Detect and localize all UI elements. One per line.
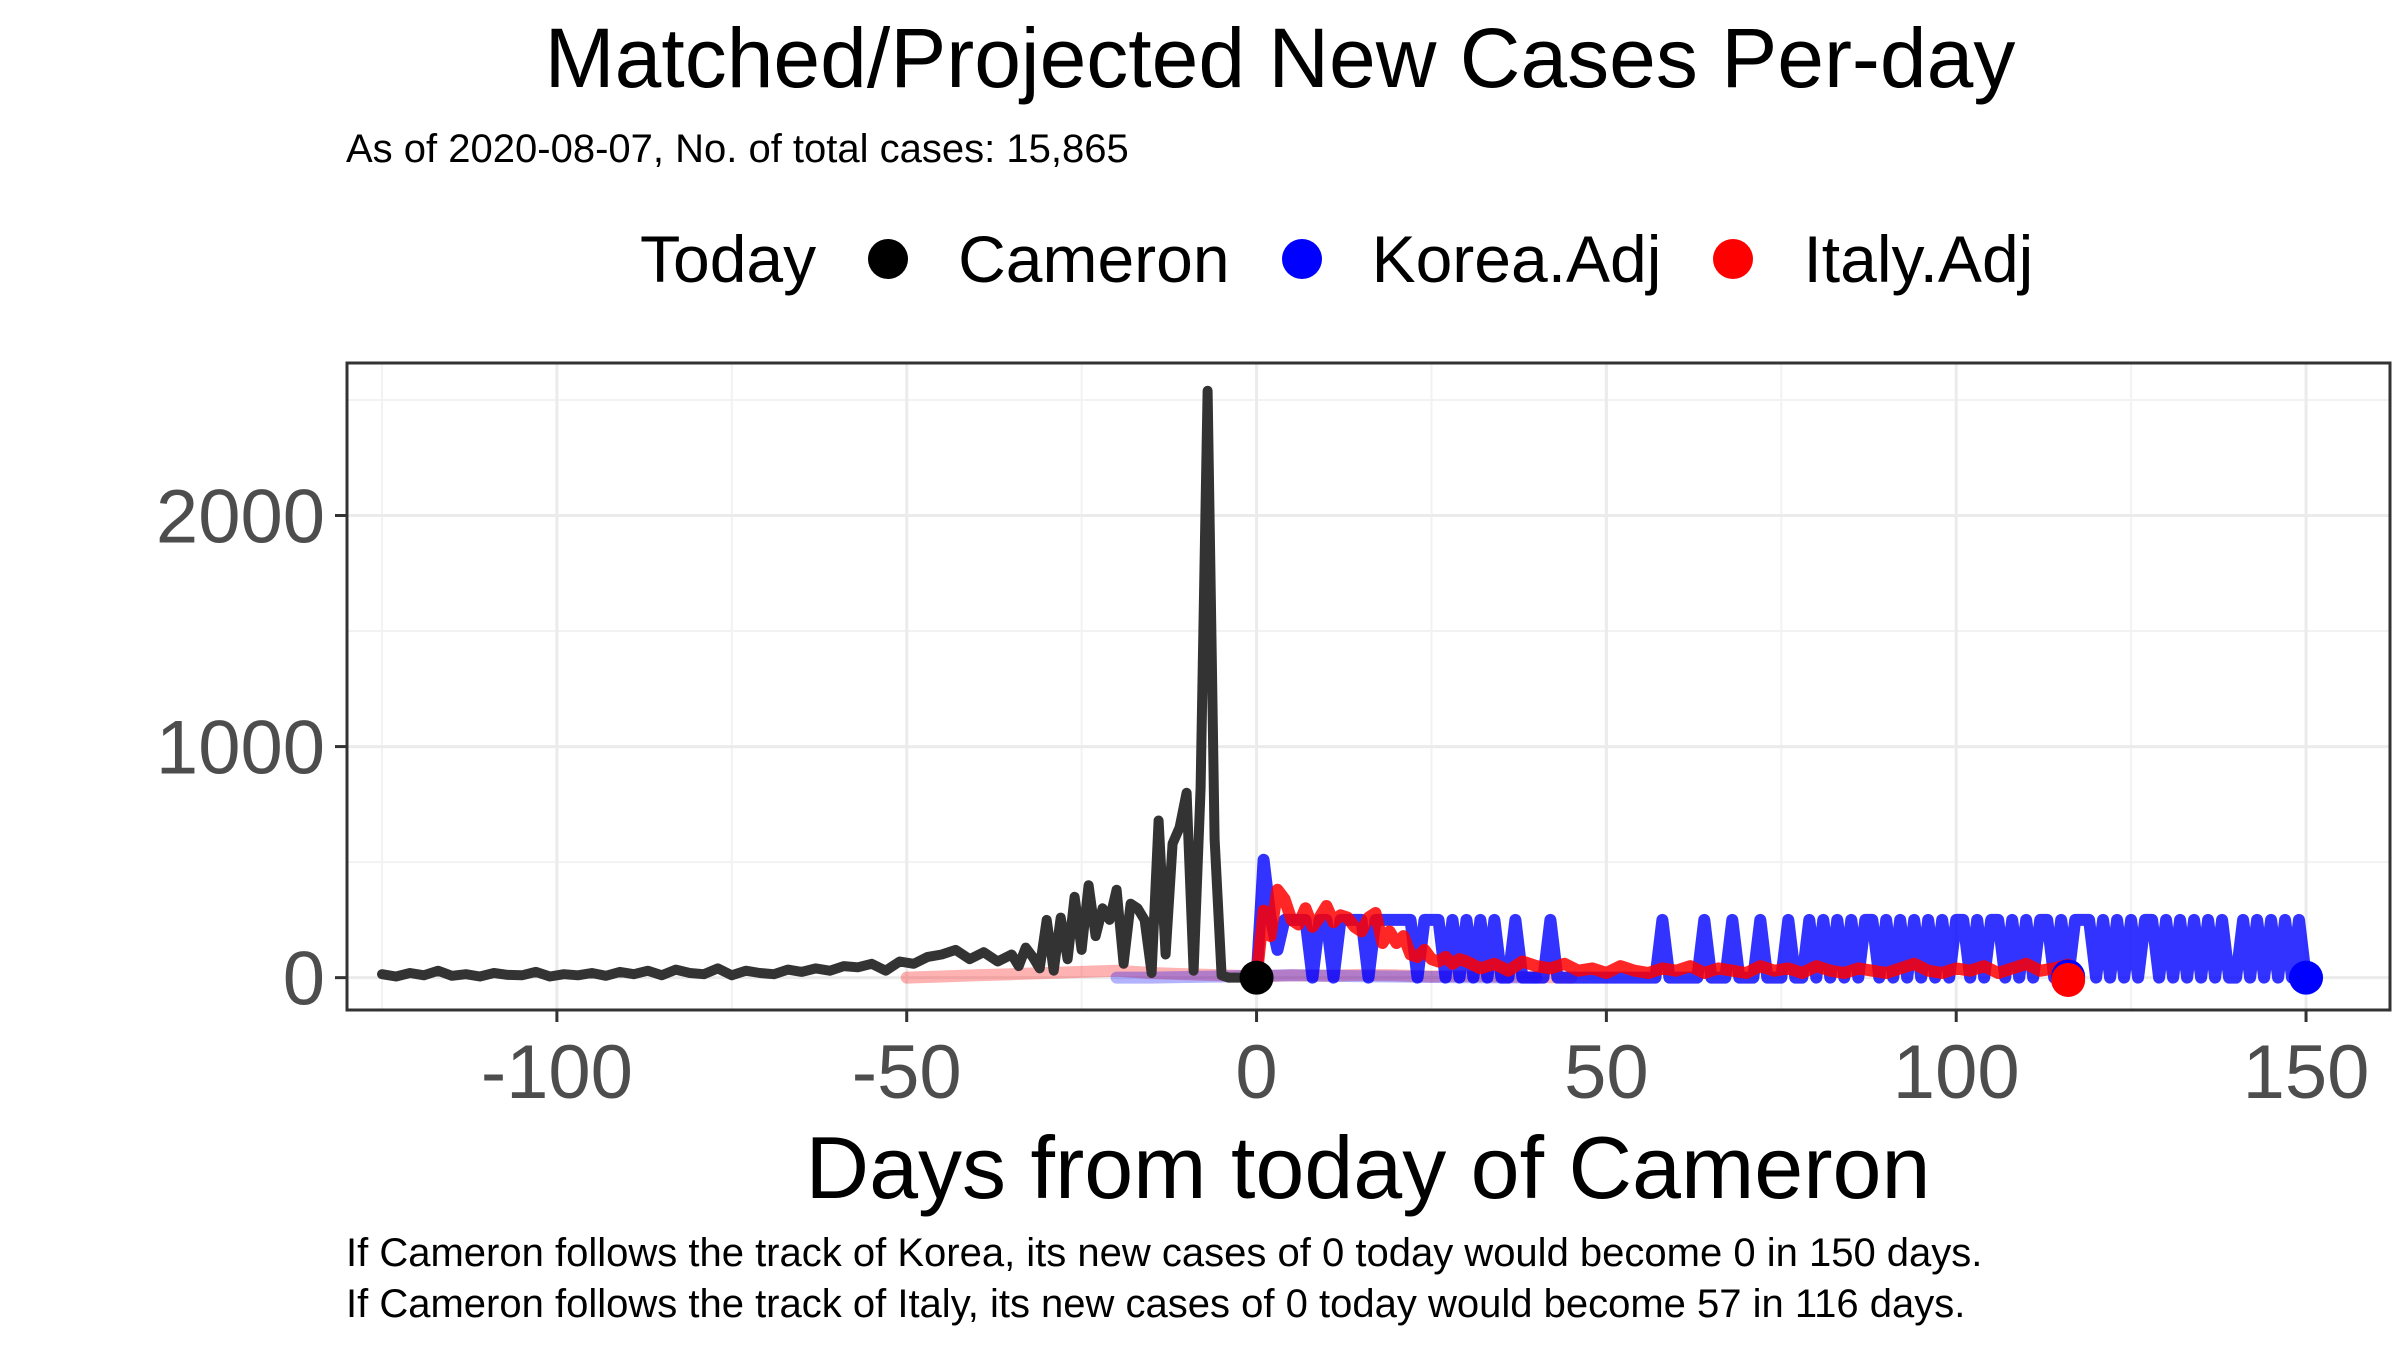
x-tick-label: -100 xyxy=(481,1030,633,1115)
legend-dot-italy xyxy=(1713,239,1754,279)
x-tick-label: 150 xyxy=(2243,1030,2370,1115)
x-tick-label: 100 xyxy=(1893,1030,2020,1115)
today-point-italy-adj xyxy=(2051,962,2086,997)
legend-dot-korea xyxy=(1281,239,1322,279)
series-line-cameron xyxy=(377,385,1262,983)
axes: -100 -50 0 50 100 150 0 1000 2000 xyxy=(156,475,2370,1115)
x-axis-title: Days from today of Cameron xyxy=(806,1118,1931,1217)
legend-label-cameron: Cameron xyxy=(958,222,1230,296)
today-point-korea-adj xyxy=(2289,960,2324,995)
note-italy: If Cameron follows the track of Italy, i… xyxy=(346,1282,1966,1326)
chart-title: Matched/Projected New Cases Per-day xyxy=(544,11,2016,105)
y-tick-label: 0 xyxy=(283,937,325,1022)
legend-entry-cameron: Cameron xyxy=(868,221,1230,297)
series-line-italy-adj xyxy=(1250,883,2075,984)
today-points xyxy=(1239,959,2324,997)
x-tick-label: 50 xyxy=(1564,1030,1649,1115)
y-tick-label: 2000 xyxy=(156,475,325,560)
legend-entry-italy: Italy.Adj xyxy=(1713,221,2033,297)
today-point-cameron xyxy=(1239,960,1274,995)
notes: If Cameron follows the track of Korea, i… xyxy=(346,1228,1982,1330)
legend-dot-cameron xyxy=(868,239,909,279)
legend-label-italy: Italy.Adj xyxy=(1803,222,2034,296)
chart-subtitle: As of 2020-08-07, No. of total cases: 15… xyxy=(346,127,1129,171)
note-korea: If Cameron follows the track of Korea, i… xyxy=(346,1231,1983,1275)
y-tick-label: 1000 xyxy=(156,706,325,791)
legend-entry-korea: Korea.Adj xyxy=(1281,221,1662,297)
legend-title: Today xyxy=(640,222,817,296)
series-line-korea-adj-matched xyxy=(1110,969,1543,984)
legend-label-korea: Korea.Adj xyxy=(1371,222,1662,296)
x-tick-label: -50 xyxy=(852,1030,962,1115)
series-lines xyxy=(377,385,2312,984)
series-line-korea-adj xyxy=(1250,853,2312,984)
legend: Today Cameron Korea.Adj Italy.Adj xyxy=(640,214,2085,304)
plot-panel-border xyxy=(345,361,2392,1012)
x-tick-label: 0 xyxy=(1235,1030,1277,1115)
